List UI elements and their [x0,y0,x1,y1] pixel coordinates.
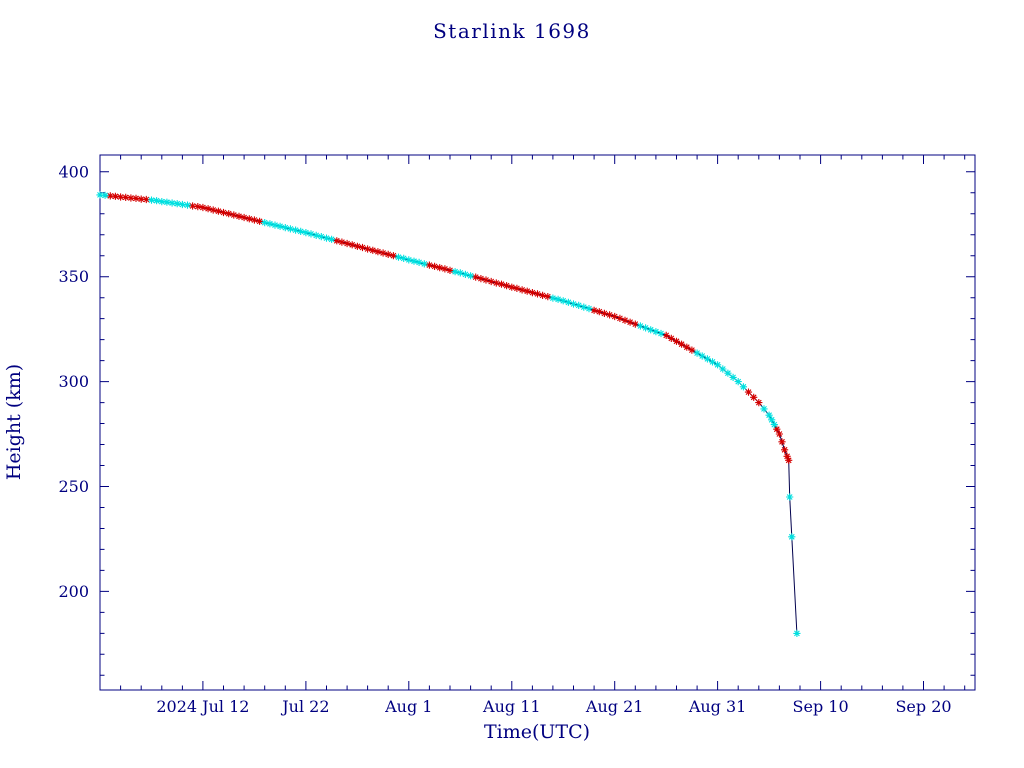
x-tick-label: Aug 11 [482,697,541,716]
x-axis-label: Time(UTC) [484,721,590,743]
x-tick-label: Sep 10 [793,697,849,716]
chart-title: Starlink 1698 [433,19,591,43]
x-ticks [120,155,966,690]
cyan-asterisk-markers [96,191,801,637]
x-tick-label: 2024 Jul 12 [156,697,249,716]
y-tick-labels: 200 250 300 350 400 [58,162,89,601]
y-tick-label: 400 [58,162,89,181]
x-tick-labels: 2024 Jul 12 Jul 22 Aug 1 Aug 11 Aug 21 Aug 31… [156,697,951,716]
x-tick-label: Aug 31 [688,697,747,716]
y-tick-label: 200 [58,582,89,601]
y-tick-label: 300 [58,372,89,391]
x-tick-label: Sep 20 [895,697,951,716]
decay-line [99,194,798,634]
data-markers [96,191,801,637]
y-axis-label: Height (km) [3,364,25,480]
y-tick-label: 350 [58,267,89,286]
x-tick-label: Jul 22 [280,697,329,716]
y-ticks [100,171,975,676]
x-tick-label: Aug 1 [384,697,432,716]
red-asterisk-markers [106,192,793,464]
x-tick-label: Aug 21 [585,697,644,716]
plot-frame [99,154,976,691]
y-tick-label: 250 [58,477,89,496]
